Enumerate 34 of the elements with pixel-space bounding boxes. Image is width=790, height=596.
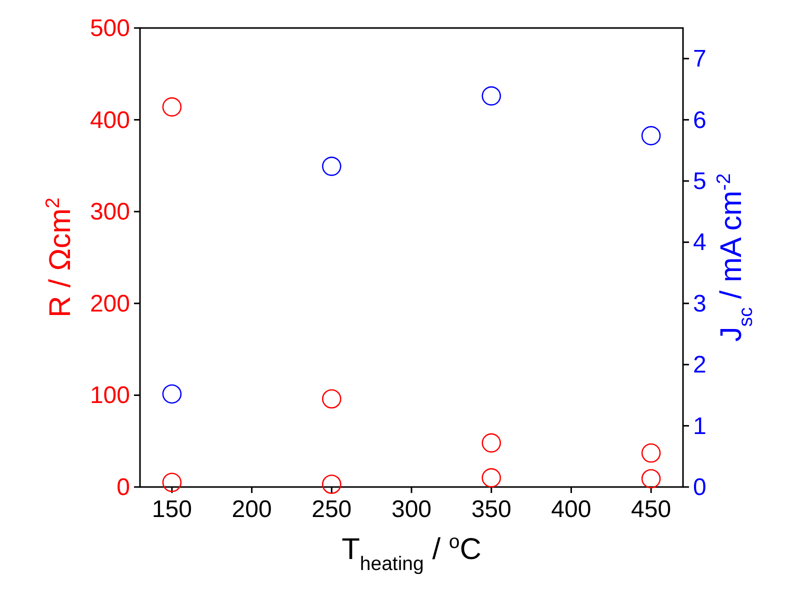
point <box>482 468 502 488</box>
x-tick-label: 200 <box>232 496 272 523</box>
y2-tick-label: 1 <box>693 412 706 440</box>
point <box>641 443 661 463</box>
point <box>482 86 502 106</box>
y2-tick-label: 5 <box>693 168 706 195</box>
y-tick-label: 500 <box>90 15 130 42</box>
point <box>162 472 182 492</box>
point <box>322 389 342 409</box>
y-tick-label: 300 <box>90 198 130 226</box>
x-tick-label: 400 <box>551 496 592 523</box>
x-tick-label: 300 <box>391 496 432 523</box>
x-tick-label: 250 <box>312 496 352 523</box>
point <box>482 433 502 453</box>
point <box>162 384 182 404</box>
point <box>641 469 661 488</box>
y2-tick-label: 7 <box>693 46 706 73</box>
y-tick-label: 0 <box>116 474 130 501</box>
point <box>162 97 182 117</box>
y2-tick-label: 0 <box>693 474 706 501</box>
y2-tick-label: 3 <box>693 290 706 318</box>
y-tick-label: 400 <box>90 106 130 134</box>
x-tick-label: 150 <box>152 496 192 523</box>
x-tick-label: 450 <box>631 496 672 523</box>
y2-tick-label: 4 <box>693 229 706 256</box>
y2-tick-label: 2 <box>693 352 706 379</box>
point <box>322 474 342 494</box>
y2-tick-label: 6 <box>693 106 706 134</box>
point <box>641 126 661 146</box>
x-axis-title: T$_{heating}$ / $^{o}$C <box>342 531 482 575</box>
y-tick-label: 100 <box>90 382 130 410</box>
x-tick-label: 350 <box>471 496 512 523</box>
point <box>322 156 342 176</box>
y-tick-label: 200 <box>90 290 130 318</box>
